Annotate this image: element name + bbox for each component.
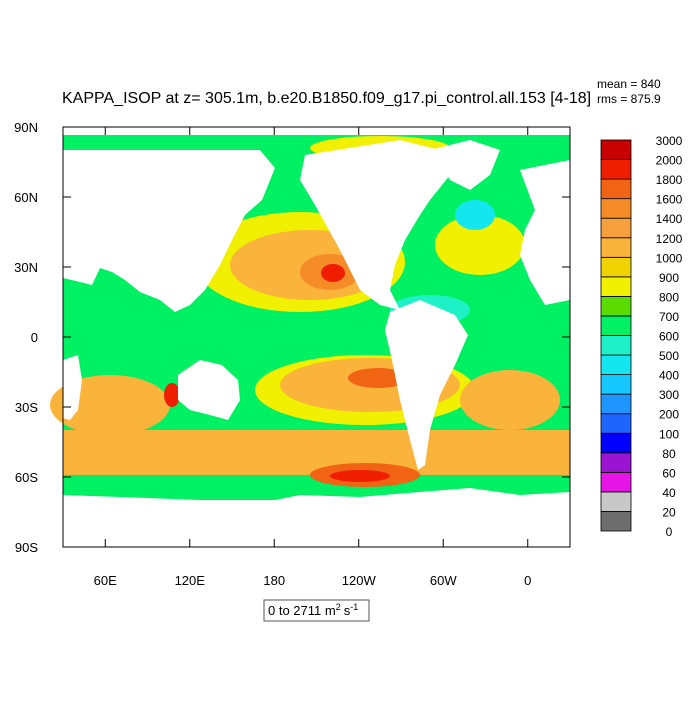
colorbar-box <box>600 276 632 297</box>
x-tick-label: 120E <box>175 573 206 588</box>
colorbar-label: 900 <box>659 271 679 285</box>
gyre <box>435 215 525 275</box>
colorbar-label: 300 <box>659 388 679 402</box>
range-main: 0 to 2711 m <box>268 603 336 618</box>
colorbar-label: 1800 <box>656 173 683 187</box>
colorbar-box <box>600 217 632 239</box>
x-tick-label: 60W <box>430 573 457 588</box>
colorbar-label: 700 <box>659 310 679 324</box>
colorbar-box <box>600 256 632 278</box>
colorbar-label: 40 <box>662 486 676 500</box>
x-tick-label: 180 <box>263 573 285 588</box>
range-exp: -1 <box>350 602 358 612</box>
gyre <box>460 370 560 430</box>
colorbar-box <box>600 237 632 258</box>
colorbar-label: 500 <box>659 349 679 363</box>
colorbar-box <box>600 413 632 434</box>
southern-band <box>63 430 570 475</box>
colorbar-box <box>600 335 632 356</box>
colorbar-label: 1000 <box>656 251 683 265</box>
colorbar-label: 100 <box>659 427 679 441</box>
colorbar-box <box>600 315 632 336</box>
y-tick-label: 30N <box>14 260 38 275</box>
colorbar-label: 2000 <box>656 154 683 168</box>
range-label: 0 to 2711 m2 s-1 <box>268 602 358 618</box>
gyre <box>321 264 345 282</box>
mean-stat: mean = 840 <box>597 77 661 91</box>
range-exp: 2 <box>336 602 341 612</box>
colorbar-box <box>600 139 632 160</box>
colorbar-label: 200 <box>659 408 679 422</box>
colorbar-label: 400 <box>659 369 679 383</box>
gyre <box>164 383 180 407</box>
colorbar-box <box>600 471 632 493</box>
colorbar-label: 1400 <box>656 212 683 226</box>
colorbar-label: 60 <box>662 466 676 480</box>
colorbar-box <box>600 354 632 375</box>
y-tick-label: 90N <box>14 120 38 135</box>
colorbar-label: 1600 <box>656 193 683 207</box>
colorbar-box <box>600 393 632 415</box>
colorbar-box <box>600 374 632 395</box>
colorbar-box <box>600 491 632 512</box>
title: KAPPA_ISOP at z= 305.1m, b.e20.B1850.f09… <box>62 90 591 107</box>
colorbar-box <box>600 295 632 317</box>
colorbar-box <box>600 198 632 219</box>
colorbar-label: 0 <box>666 525 673 539</box>
y-tick-label: 90S <box>15 540 38 555</box>
range-box <box>263 599 370 622</box>
y-tick-label: 0 <box>31 330 38 345</box>
y-tick-label: 60N <box>14 190 38 205</box>
colorbar-label: 1200 <box>656 232 683 246</box>
gyre <box>348 368 408 388</box>
y-tick-label: 60S <box>15 470 38 485</box>
range-unit: s <box>344 603 351 618</box>
y-tick-label: 30S <box>15 400 38 415</box>
colorbar-box <box>600 432 632 454</box>
colorbar-box <box>600 452 632 473</box>
x-tick-label: 60E <box>94 573 117 588</box>
colorbar-box <box>600 178 632 200</box>
colorbar-label: 3000 <box>656 134 683 148</box>
rms-stat: rms = 875.9 <box>597 92 661 106</box>
colorbar-label: 20 <box>662 505 676 519</box>
map-field <box>50 127 570 547</box>
x-tick-label: 0 <box>524 573 531 588</box>
x-tick-label: 120W <box>342 573 377 588</box>
cool-patch <box>455 200 495 230</box>
colorbar-box <box>600 511 632 532</box>
colorbar-label: 80 <box>662 447 676 461</box>
colorbar-label: 800 <box>659 290 679 304</box>
gyre <box>330 470 390 482</box>
colorbar-box <box>600 159 632 180</box>
colorbar-label: 600 <box>659 330 679 344</box>
